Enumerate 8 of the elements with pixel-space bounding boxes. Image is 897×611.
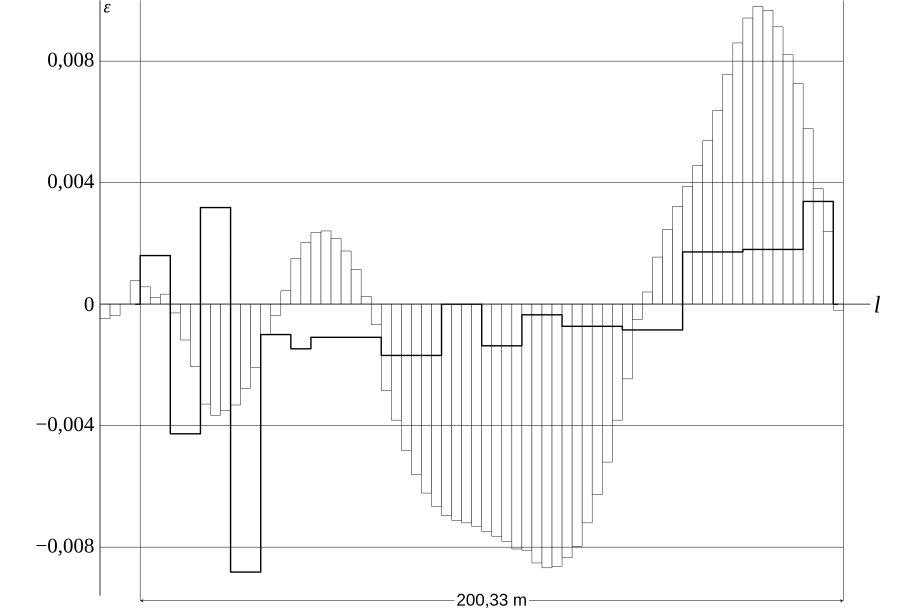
y-axis-title: ε [104,4,111,12]
y-tick-label: 0,004 [48,174,94,192]
y-tick-label: 0,008 [48,52,94,70]
x-axis-title: l [875,296,880,312]
y-tick-label: 0 [84,297,94,312]
annotation: 200,33 m [457,594,526,608]
y-tick-label: −0,008 [36,538,94,556]
y-tick-label: −0,004 [36,417,94,434]
